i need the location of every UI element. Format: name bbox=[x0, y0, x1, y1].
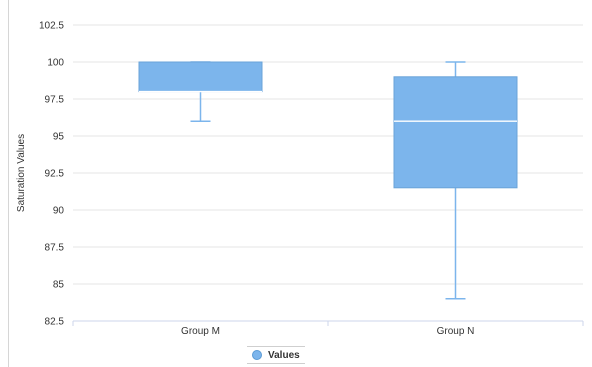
x-category-label: Group N bbox=[437, 326, 475, 337]
y-axis-title: Saturation Values bbox=[16, 134, 27, 212]
box-group[interactable] bbox=[138, 61, 263, 122]
y-axis-ticks: 82.5 85 87.5 90 92.5 95 97.5 100 102.5 bbox=[39, 21, 64, 328]
box-rect bbox=[138, 61, 263, 93]
x-category-label: Group M bbox=[181, 326, 220, 337]
y-tick-label: 90 bbox=[53, 206, 65, 217]
y-tick-label: 87.5 bbox=[45, 243, 65, 254]
x-axis-labels: Group M Group N bbox=[181, 326, 474, 337]
y-tick-label: 95 bbox=[53, 132, 65, 143]
y-tick-label: 85 bbox=[53, 280, 65, 291]
y-tick-label: 92.5 bbox=[45, 169, 65, 180]
legend-swatch-values bbox=[252, 350, 262, 360]
legend-label-values: Values bbox=[268, 349, 300, 361]
y-tick-label: 97.5 bbox=[45, 95, 65, 106]
box-series bbox=[138, 61, 518, 300]
y-tick-label: 100 bbox=[47, 58, 64, 69]
box-rect bbox=[393, 76, 518, 189]
x-axis bbox=[72, 320, 584, 326]
y-tick-label: 82.5 bbox=[45, 317, 65, 328]
left-border bbox=[8, 0, 9, 367]
y-tick-label: 102.5 bbox=[39, 21, 64, 32]
box-group[interactable] bbox=[393, 61, 518, 300]
legend[interactable]: Values bbox=[247, 346, 305, 364]
